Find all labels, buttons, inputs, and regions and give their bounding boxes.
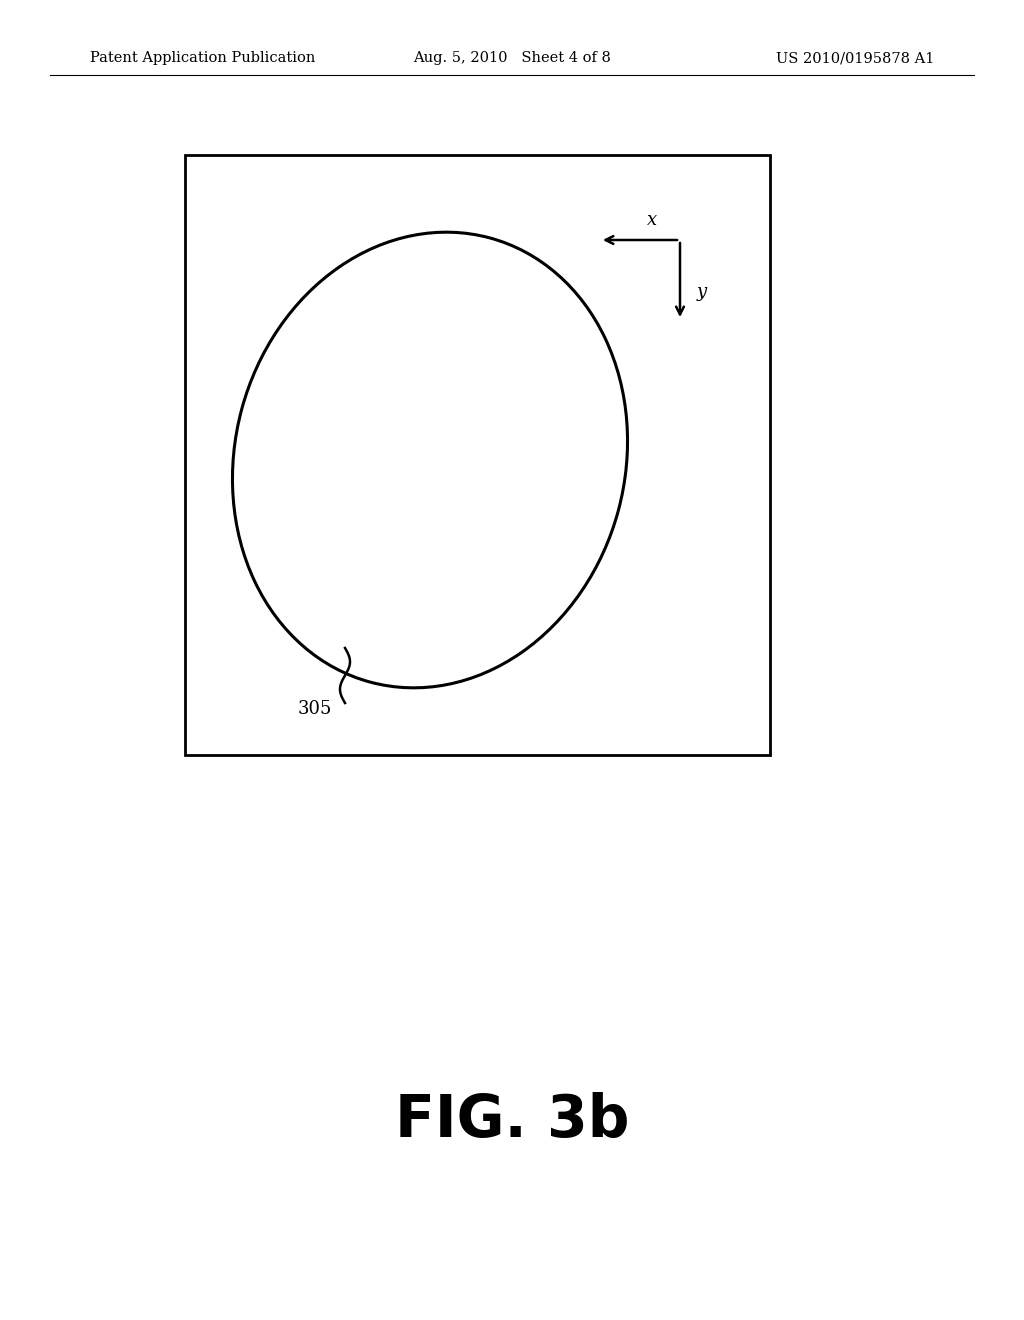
Text: US 2010/0195878 A1: US 2010/0195878 A1 <box>775 51 934 65</box>
Bar <box>185 154 770 755</box>
Text: y: y <box>697 282 707 301</box>
Text: FIG. 3b: FIG. 3b <box>394 1092 630 1148</box>
Text: Aug. 5, 2010   Sheet 4 of 8: Aug. 5, 2010 Sheet 4 of 8 <box>413 51 611 65</box>
Text: 305: 305 <box>298 700 333 718</box>
Text: x: x <box>647 211 657 228</box>
Ellipse shape <box>232 232 628 688</box>
Text: Patent Application Publication: Patent Application Publication <box>90 51 315 65</box>
